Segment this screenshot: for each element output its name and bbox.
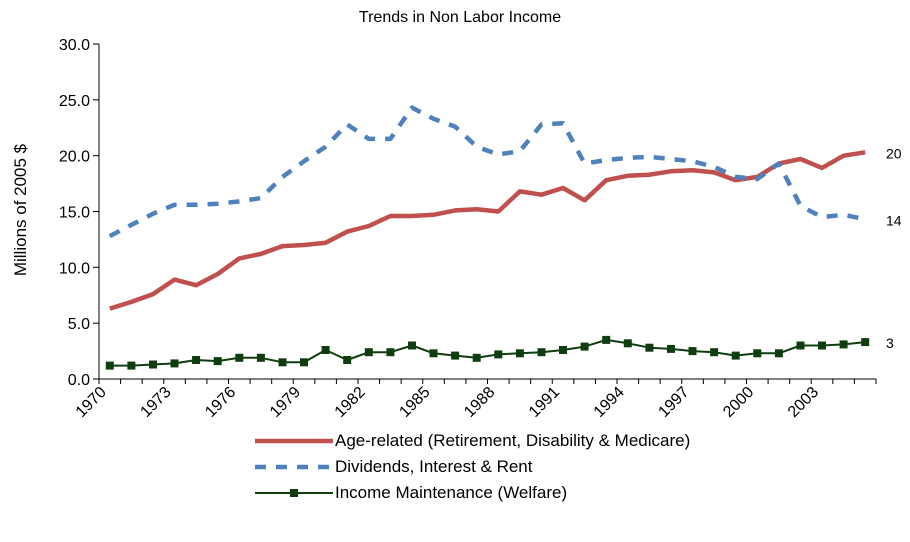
x-tick-label: 1973 [137,384,174,421]
legend-label-age-related: Age-related (Retirement, Disability & Me… [335,431,691,450]
series-age-related-line [109,150,866,311]
end-labels: 20 14 3 [886,145,902,351]
x-tick-label: 1976 [202,384,239,421]
x-tick-label: 1997 [655,384,692,421]
data-point-marker [386,348,395,357]
y-tick-label: 5.0 [68,316,90,333]
data-point-marker [235,353,244,362]
y-tick-label: 25.0 [59,93,90,110]
series-dividends-end-label: 14 [886,212,902,228]
x-tick-label: 1970 [73,384,110,421]
data-point-marker [580,342,589,351]
series-income-maintenance-end-label: 3 [886,335,894,351]
data-point-marker [278,358,287,367]
data-point-marker [213,357,222,366]
x-tick-label: 1982 [332,384,369,421]
data-point-marker [602,335,611,344]
x-tick-label: 1988 [461,384,498,421]
data-point-marker [364,348,373,357]
x-tick-label: 1991 [526,384,563,421]
legend-item-age-related: Age-related (Retirement, Disability & Me… [255,428,895,454]
series-age-related-end-label: 20 [886,145,902,161]
series-dividends-line [108,105,866,239]
data-point-marker [623,339,632,348]
data-point-marker [343,356,352,364]
y-tick-label: 10.0 [59,260,90,277]
data-point-marker [408,341,416,350]
legend-key-income-maintenance [255,489,333,497]
data-point-marker [645,343,654,352]
series-income-maintenance-line [109,338,866,367]
data-point-marker [796,341,805,350]
data-point-marker [127,361,136,370]
data-point-marker [451,351,460,360]
data-point-marker [559,346,567,354]
x-tick-label: 1985 [396,384,433,421]
data-point-marker [256,353,265,362]
data-point-marker [429,349,438,358]
y-tick-label: 15.0 [59,205,90,222]
legend-item-income-maintenance: Income Maintenance (Welfare) [255,480,895,506]
y-tick-label: 20.0 [59,149,90,166]
x-tick-label: 2003 [785,384,822,421]
data-point-marker [818,341,826,350]
legend-key-dividends [255,464,333,470]
data-point-marker [839,340,848,349]
legend-item-dividends: Dividends, Interest & Rent [255,454,895,480]
legend-key-age-related [255,438,333,444]
data-point-marker [192,356,201,364]
y-tick-label: 0.0 [68,372,90,389]
y-axis-label: Millions of 2005 $ [11,143,30,276]
data-point-marker [861,338,870,347]
data-point-marker [494,350,503,359]
x-tick-label: 1979 [267,384,304,421]
data-point-marker [731,351,740,360]
data-point-marker [149,360,157,369]
data-point-marker [105,361,114,370]
data-point-marker [753,349,762,358]
data-point-marker [710,348,719,357]
data-point-marker [472,353,481,362]
data-point-marker [321,346,330,354]
x-tick-label: 1994 [591,384,628,421]
x-tick-label: 2000 [720,384,757,421]
data-point-marker [515,349,524,358]
series-layer [105,105,870,370]
y-tick-label: 30.0 [59,37,90,54]
y-ticks: 0.0 5.0 10.0 15.0 20.0 25.0 30.0 [59,37,99,389]
legend: Age-related (Retirement, Disability & Me… [255,428,895,506]
data-point-marker [774,349,783,358]
data-point-marker [667,344,675,353]
chart-title: Trends in Non Labor Income [359,9,561,26]
x-ticks: 1970 1973 1976 1979 1982 1985 1988 1991 1994 1997… [73,379,877,421]
data-point-marker [300,358,308,367]
legend-label-income-maintenance: Income Maintenance (Welfare) [335,483,568,502]
data-point-marker [688,347,697,356]
legend-label-dividends: Dividends, Interest & Rent [335,457,533,476]
data-point-marker [170,359,179,368]
data-point-marker [537,348,546,357]
